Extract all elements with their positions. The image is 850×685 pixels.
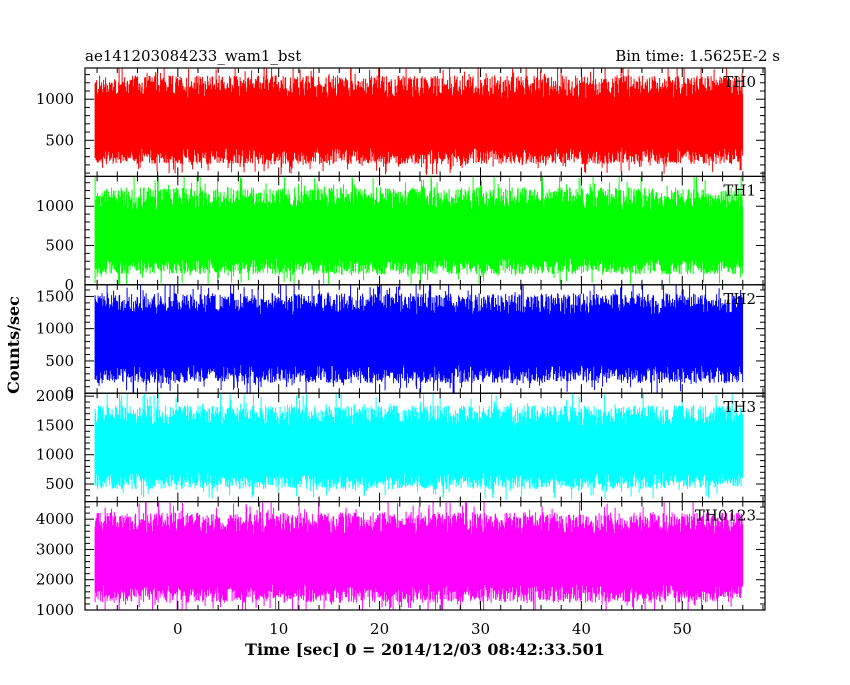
series-th0123 (94, 501, 744, 611)
series-th3 (94, 393, 744, 500)
y-tick-label: 0 (64, 384, 74, 402)
series-label-th0123: TH0123 (695, 507, 756, 525)
y-tick-label: 500 (45, 131, 74, 149)
series-label-th1: TH1 (723, 181, 756, 199)
y-tick-label: 500 (45, 237, 74, 255)
panel-th1: 0 500 1000 TH1 (36, 175, 766, 294)
x-axis-label: Time [sec] 0 = 2014/12/03 08:42:33.501 (245, 640, 605, 659)
y-tick-label: 2000 (36, 387, 74, 405)
y-tick-label: 1000 (36, 446, 74, 464)
panel-th0: 500 1000 TH0 (36, 67, 766, 178)
x-tick-label: 30 (471, 620, 490, 638)
panel-th0123: 1000 2000 3000 4000 TH0123 (36, 501, 766, 619)
panel-th3: 500 1000 1500 2000 TH3 (36, 387, 766, 503)
y-tick-label: 2000 (36, 571, 74, 589)
y-axis-label: Counts/sec (4, 296, 23, 394)
y-tick-label: 4000 (36, 510, 74, 528)
y-tick-label: 1000 (36, 90, 74, 108)
chart-title: ae141203084233_wam1_bst (85, 47, 301, 65)
series-th0 (94, 68, 744, 175)
y-tick-label: 1000 (36, 320, 74, 338)
x-tick-label: 20 (370, 620, 389, 638)
series-th2 (94, 284, 744, 394)
panel-th2: 0 500 1000 1500 TH2 (36, 284, 766, 402)
y-tick-label: 0 (64, 276, 74, 294)
x-tick-label: 40 (572, 620, 591, 638)
x-tick-label: 10 (269, 620, 288, 638)
y-tick-label: 3000 (36, 540, 74, 558)
y-tick-label: 500 (45, 475, 74, 493)
x-tick-label: 0 (173, 620, 183, 638)
x-tick-label: 50 (673, 620, 692, 638)
bin-time-label: Bin time: 1.5625E-2 s (615, 47, 780, 65)
series-label-th3: TH3 (723, 398, 756, 416)
y-tick-label: 1000 (36, 601, 74, 619)
series-th1 (94, 176, 744, 285)
y-tick-label: 1500 (36, 287, 74, 305)
series-label-th2: TH2 (723, 290, 756, 308)
y-tick-label: 1500 (36, 416, 74, 434)
y-tick-label: 1000 (36, 197, 74, 215)
series-label-th0: TH0 (723, 73, 756, 91)
y-tick-label: 500 (45, 352, 74, 370)
